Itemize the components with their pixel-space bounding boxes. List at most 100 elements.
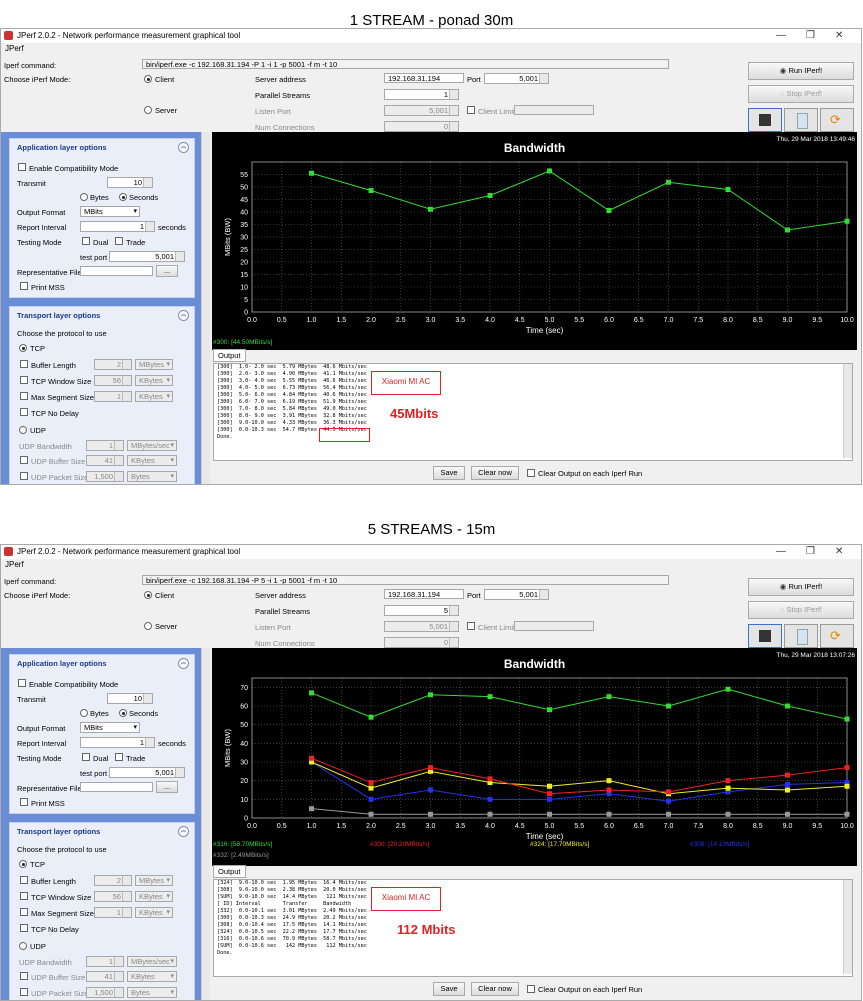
bytes-radio[interactable] (80, 709, 88, 717)
mss-checkbox[interactable] (20, 392, 28, 400)
save-button[interactable]: Save (433, 982, 465, 996)
transmit-spinner[interactable]: 10 (107, 177, 153, 188)
udp-buffer-unit[interactable]: KBytes (127, 971, 177, 982)
clear-now-button[interactable]: Clear now (471, 466, 519, 480)
server-radio[interactable] (144, 106, 152, 114)
rep-file-input[interactable] (80, 782, 153, 792)
report-interval-spinner[interactable]: 1 (80, 221, 155, 232)
output-format-select[interactable]: MBits (80, 722, 140, 733)
num-connections-spinner[interactable]: 0 (384, 121, 459, 132)
window-size-checkbox[interactable] (20, 892, 28, 900)
clear-now-button[interactable]: Clear now (471, 982, 519, 996)
buffer-unit-select[interactable]: MBytes (135, 359, 173, 370)
output-tab[interactable]: Output (213, 349, 246, 362)
listen-port-spinner[interactable]: 5,001 (384, 621, 459, 632)
udp-packet-unit[interactable]: Bytes (127, 471, 177, 482)
collapse-icon[interactable]: ︽ (178, 826, 189, 837)
bytes-radio[interactable] (80, 193, 88, 201)
mss-spinner[interactable]: 1 (94, 391, 132, 402)
run-iperf-button[interactable]: ◉ Run IPerf! (748, 578, 854, 596)
collapse-icon[interactable]: ︽ (178, 310, 189, 321)
save-config-button[interactable] (748, 108, 782, 132)
udp-packet-unit[interactable]: Bytes (127, 987, 177, 998)
client-radio[interactable] (144, 591, 152, 599)
client-limit-checkbox[interactable] (467, 106, 475, 114)
mss-checkbox[interactable] (20, 908, 28, 916)
options-scrollbar[interactable] (201, 648, 210, 1000)
rep-file-input[interactable] (80, 266, 153, 276)
compat-checkbox[interactable] (18, 163, 26, 171)
nodelay-checkbox[interactable] (20, 408, 28, 416)
udp-buffer-spinner[interactable]: 41 (86, 455, 124, 466)
server-address-input[interactable]: 192.168.31.194 (384, 73, 464, 83)
udp-buffer-checkbox[interactable] (20, 456, 28, 464)
save-config-button[interactable] (748, 624, 782, 648)
stop-iperf-button[interactable]: ◌ Stop IPerf! (748, 85, 854, 103)
close-icon[interactable]: ✕ (835, 30, 844, 41)
stop-iperf-button[interactable]: ◌ Stop IPerf! (748, 601, 854, 619)
client-limit-input[interactable] (514, 621, 594, 631)
buffer-length-spinner[interactable]: 2 (94, 359, 132, 370)
udp-radio[interactable] (19, 942, 27, 950)
refresh-button[interactable]: ⟳ (820, 624, 854, 648)
test-port-spinner[interactable]: 5,001 (109, 251, 185, 262)
udp-packet-spinner[interactable]: 1,500 (86, 471, 124, 482)
udp-bandwidth-spinner[interactable]: 1 (86, 440, 124, 451)
compat-checkbox[interactable] (18, 679, 26, 687)
client-limit-input[interactable] (514, 105, 594, 115)
menu-jperf[interactable]: JPerf (5, 44, 24, 53)
minimize-icon[interactable]: — (776, 30, 786, 41)
options-scrollbar[interactable] (201, 132, 210, 484)
parallel-streams-spinner[interactable]: 1 (384, 89, 459, 100)
collapse-icon[interactable]: ︽ (178, 658, 189, 669)
clear-each-checkbox[interactable] (527, 985, 535, 993)
save-button[interactable]: Save (433, 466, 465, 480)
udp-bandwidth-unit[interactable]: MBytes/sec (127, 956, 177, 967)
listen-port-spinner[interactable]: 5,001 (384, 105, 459, 116)
trade-checkbox[interactable] (115, 237, 123, 245)
nodelay-checkbox[interactable] (20, 924, 28, 932)
mss-unit-select[interactable]: KBytes (135, 391, 173, 402)
clipboard-button[interactable] (784, 108, 818, 132)
dual-checkbox[interactable] (82, 753, 90, 761)
run-iperf-button[interactable]: ◉ Run IPerf! (748, 62, 854, 80)
client-limit-checkbox[interactable] (467, 622, 475, 630)
buffer-length-spinner[interactable]: 2 (94, 875, 132, 886)
udp-packet-checkbox[interactable] (20, 472, 28, 480)
close-icon[interactable]: ✕ (835, 546, 844, 557)
server-address-input[interactable]: 192.168.31.194 (384, 589, 464, 599)
output-format-select[interactable]: MBits (80, 206, 140, 217)
udp-packet-checkbox[interactable] (20, 988, 28, 996)
window-unit-select[interactable]: KBytes (135, 375, 173, 386)
tcp-radio[interactable] (19, 860, 27, 868)
minimize-icon[interactable]: — (776, 546, 786, 557)
iperf-command-field[interactable]: bin/iperf.exe -c 192.168.31.194 -P 5 -i … (142, 575, 669, 585)
udp-bandwidth-spinner[interactable]: 1 (86, 956, 124, 967)
refresh-button[interactable]: ⟳ (820, 108, 854, 132)
tcp-radio[interactable] (19, 344, 27, 352)
print-mss-checkbox[interactable] (20, 282, 28, 290)
clear-each-checkbox[interactable] (527, 469, 535, 477)
parallel-streams-spinner[interactable]: 5 (384, 605, 459, 616)
buffer-unit-select[interactable]: MBytes (135, 875, 173, 886)
menu-jperf[interactable]: JPerf (5, 560, 24, 569)
port-spinner[interactable]: 5,001 (484, 589, 549, 600)
output-scrollbar[interactable] (843, 880, 852, 974)
browse-button[interactable]: ... (156, 781, 178, 793)
client-radio[interactable] (144, 75, 152, 83)
udp-packet-spinner[interactable]: 1,500 (86, 987, 124, 998)
window-size-spinner[interactable]: 56 (94, 891, 132, 902)
window-unit-select[interactable]: KBytes (135, 891, 173, 902)
output-tab[interactable]: Output (213, 865, 246, 878)
output-area[interactable]: [324] 9.0-10.0 sec 1.95 MBytes 16.4 Mbit… (213, 879, 853, 977)
output-scrollbar[interactable] (843, 364, 852, 458)
udp-buffer-spinner[interactable]: 41 (86, 971, 124, 982)
port-spinner[interactable]: 5,001 (484, 73, 549, 84)
trade-checkbox[interactable] (115, 753, 123, 761)
mss-unit-select[interactable]: KBytes (135, 907, 173, 918)
udp-bandwidth-unit[interactable]: MBytes/sec (127, 440, 177, 451)
udp-buffer-checkbox[interactable] (20, 972, 28, 980)
window-size-checkbox[interactable] (20, 376, 28, 384)
seconds-radio[interactable] (119, 193, 127, 201)
transmit-spinner[interactable]: 10 (107, 693, 153, 704)
